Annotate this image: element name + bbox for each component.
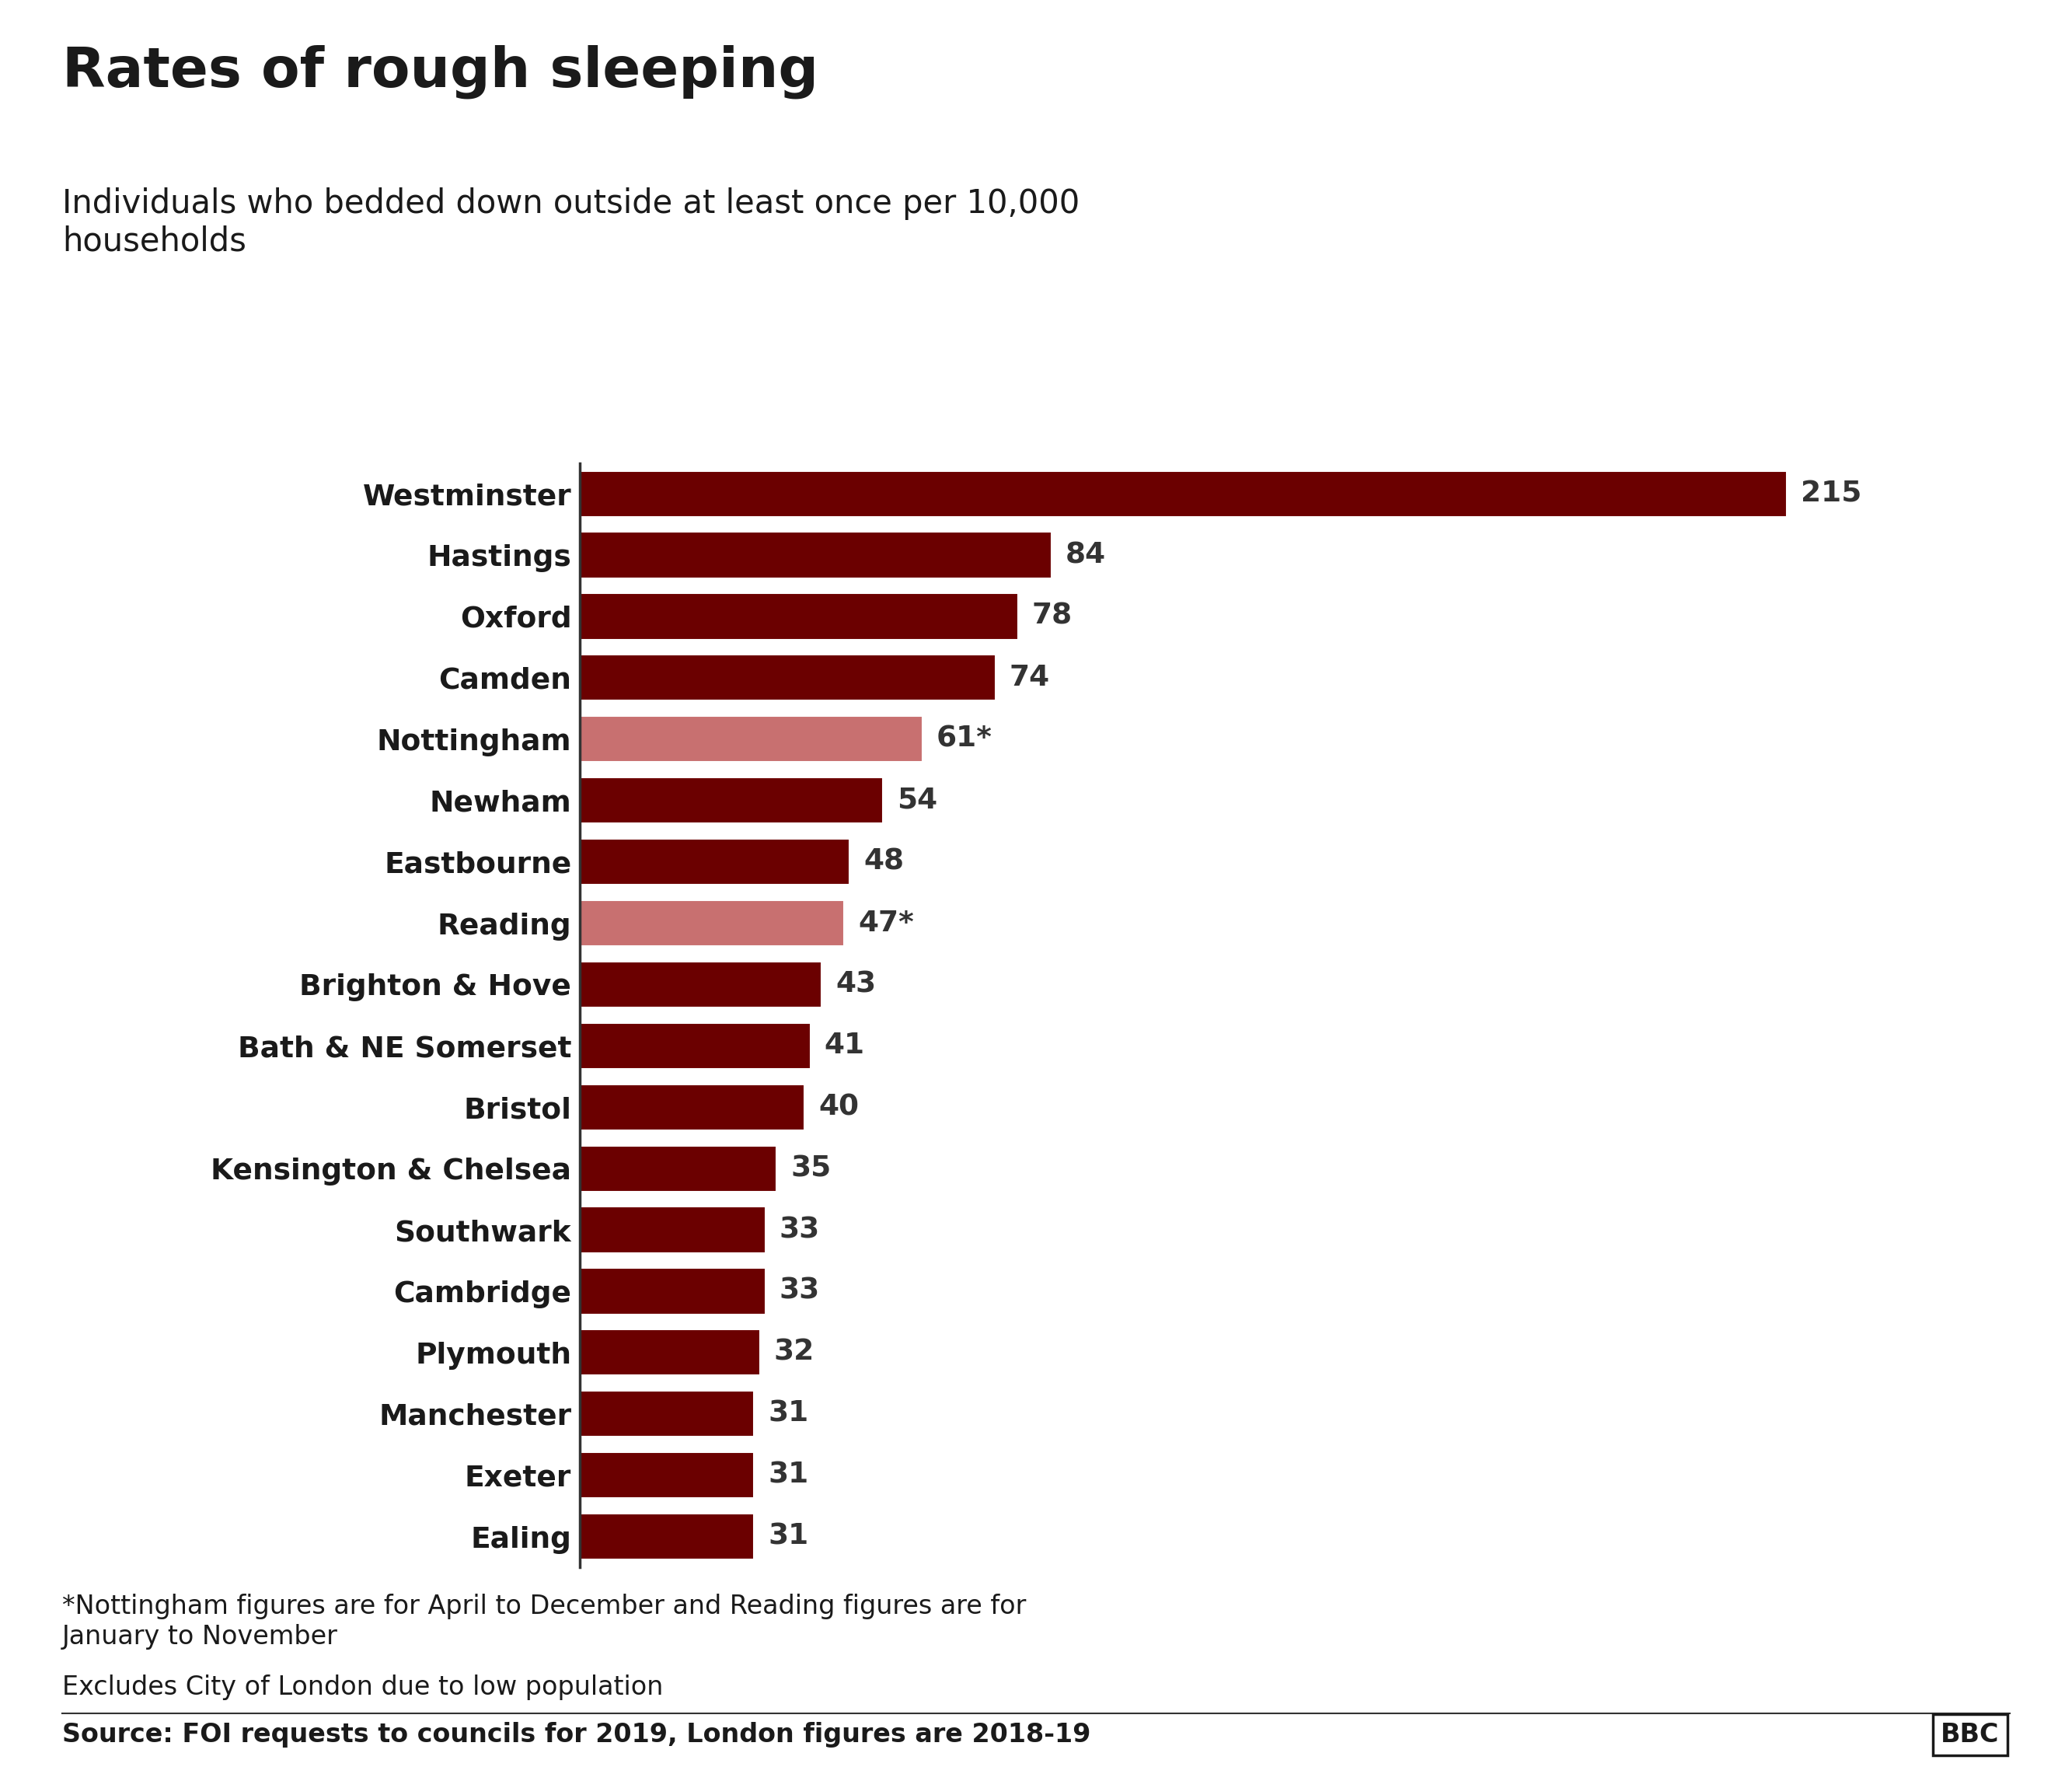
Text: 84: 84 (1065, 541, 1106, 570)
Bar (580, 1452, 754, 1498)
Text: 48: 48 (864, 848, 903, 876)
Bar (580, 470, 1786, 516)
Text: 215: 215 (1801, 479, 1861, 508)
Text: 31: 31 (769, 1460, 808, 1489)
Text: 47*: 47* (858, 908, 914, 937)
Bar (580, 1208, 765, 1252)
Bar (580, 1085, 804, 1131)
Text: Excludes City of London due to low population: Excludes City of London due to low popul… (62, 1674, 663, 1699)
Text: 31: 31 (769, 1400, 808, 1428)
Bar (580, 1514, 754, 1560)
Text: Individuals who bedded down outside at least once per 10,000
households: Individuals who bedded down outside at l… (62, 187, 1080, 258)
Bar (580, 1391, 754, 1437)
Text: Source: FOI requests to councils for 2019, London figures are 2018-19: Source: FOI requests to councils for 201… (62, 1722, 1090, 1747)
Text: 61*: 61* (937, 725, 992, 753)
Text: 74: 74 (1009, 664, 1051, 691)
Bar (580, 1022, 810, 1069)
Bar (580, 533, 1051, 579)
Text: *Nottingham figures are for April to December and Reading figures are for
Januar: *Nottingham figures are for April to Dec… (62, 1594, 1026, 1649)
Bar (580, 1268, 765, 1314)
Text: 33: 33 (779, 1277, 821, 1305)
Text: 43: 43 (835, 971, 876, 999)
Text: 32: 32 (773, 1339, 814, 1366)
Text: 54: 54 (897, 787, 939, 814)
Text: 78: 78 (1032, 602, 1073, 630)
Text: 41: 41 (825, 1031, 864, 1060)
Bar (580, 839, 850, 885)
Bar (580, 593, 1017, 639)
Text: 35: 35 (792, 1154, 831, 1183)
Bar (580, 778, 883, 823)
Text: 33: 33 (779, 1216, 821, 1243)
Text: 31: 31 (769, 1523, 808, 1551)
Bar (580, 1145, 777, 1191)
Text: Rates of rough sleeping: Rates of rough sleeping (62, 45, 818, 98)
Text: 40: 40 (818, 1094, 860, 1122)
Text: BBC: BBC (1941, 1722, 1999, 1747)
Bar (580, 962, 821, 1008)
Bar (580, 655, 995, 700)
Bar (580, 899, 843, 946)
Bar (580, 716, 922, 762)
Bar (580, 1330, 760, 1375)
